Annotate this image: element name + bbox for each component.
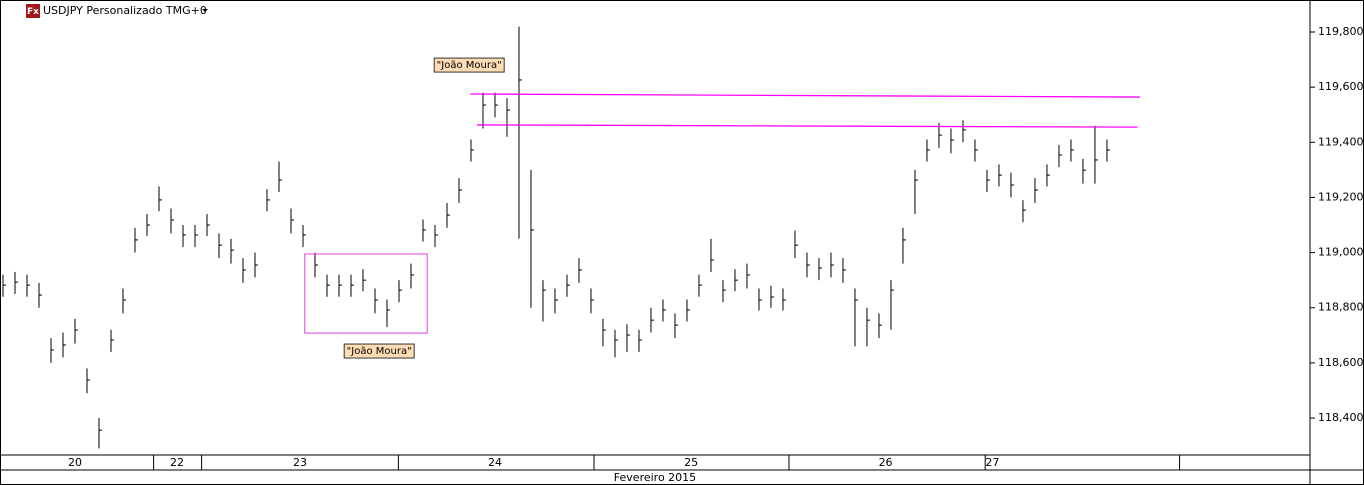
y-tick-label: 119,800 [1318, 25, 1364, 38]
x-tick-label: 25 [684, 456, 698, 469]
y-tick-label: 118,400 [1318, 411, 1364, 424]
x-tick-label: 22 [170, 456, 184, 469]
y-tick-label: 119,200 [1318, 190, 1364, 203]
fx-icon [26, 4, 40, 18]
y-tick-label: 119,000 [1318, 246, 1364, 259]
annotation-box [433, 57, 505, 73]
annotation-box [343, 343, 415, 359]
y-tick-label: 118,800 [1318, 301, 1364, 314]
title-dropdown[interactable] [202, 9, 208, 12]
x-tick-label: 23 [293, 456, 307, 469]
x-tick-label: 24 [488, 456, 502, 469]
annotation: "João Moura" [437, 60, 502, 71]
x-tick-label: 26 [879, 456, 893, 469]
horizontal-line [470, 93, 1140, 98]
x-tick-label: 27 [985, 456, 999, 469]
y-tick-label: 119,600 [1318, 80, 1364, 93]
horizontal-line [476, 124, 1138, 128]
fx-icon-text: Fx [27, 7, 39, 17]
annotation: "João Moura" [347, 346, 412, 357]
chart-title: USDJPY Personalizado TMG+0 [43, 4, 207, 17]
y-tick-label: 118,600 [1318, 356, 1364, 369]
highlight-box [304, 253, 428, 334]
x-axis-label: Fevereiro 2015 [614, 471, 696, 484]
y-tick-label: 119,400 [1318, 135, 1364, 148]
x-tick-label: 20 [68, 456, 82, 469]
